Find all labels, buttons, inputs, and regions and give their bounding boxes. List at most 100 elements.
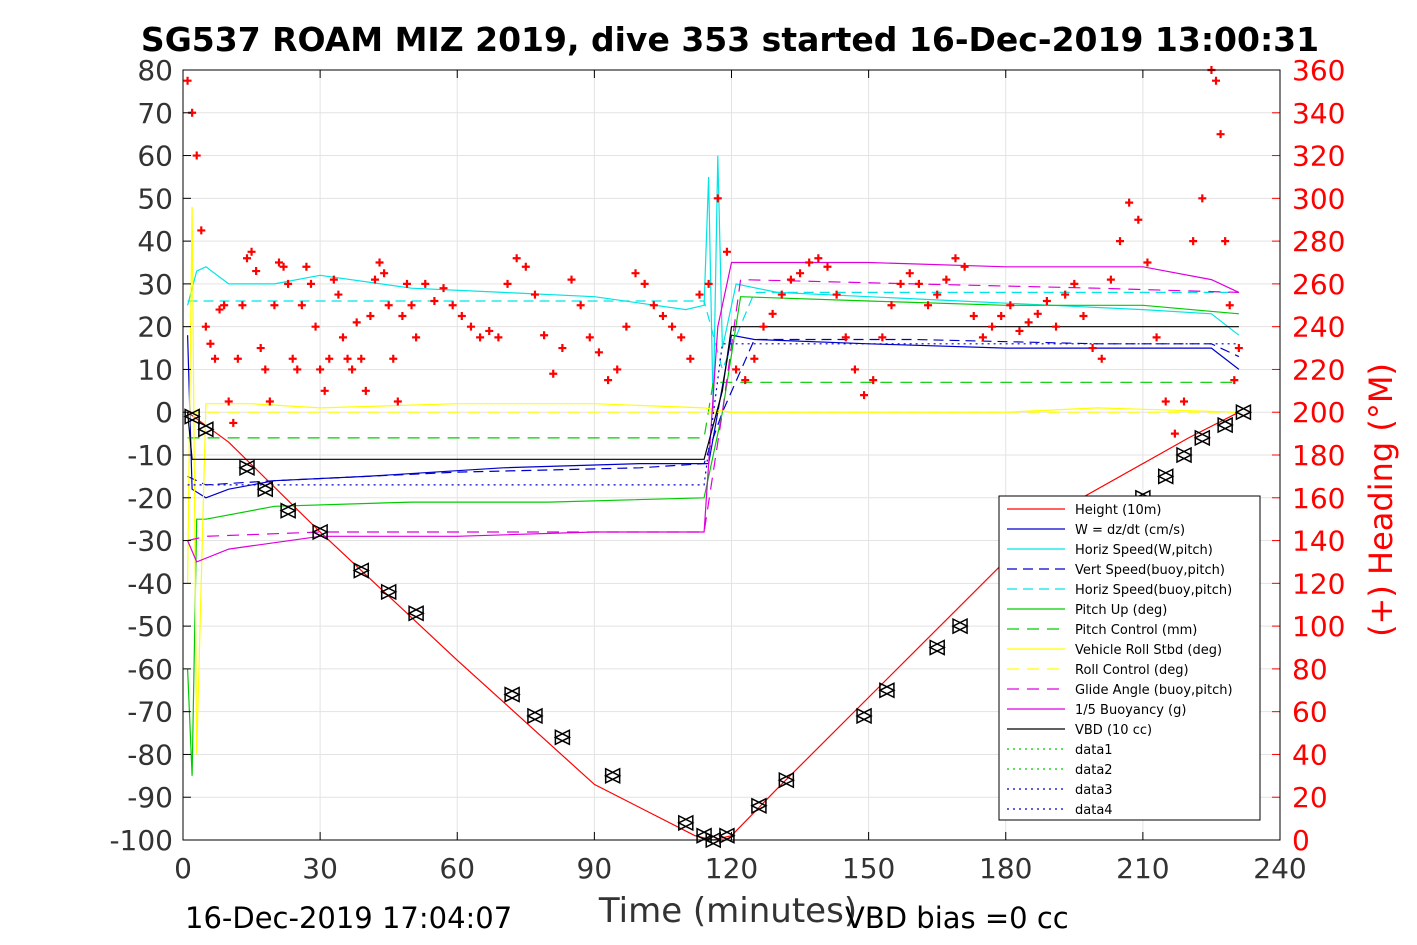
- heading-point: [914, 279, 923, 288]
- y2-axis-label: (+) Heading (°M): [1362, 363, 1400, 637]
- heading-point: [494, 333, 503, 342]
- heading-point: [476, 333, 485, 342]
- heading-point: [206, 339, 215, 348]
- heading-point: [988, 322, 997, 331]
- depth-marker: [855, 707, 872, 725]
- depth-marker: [678, 814, 695, 832]
- heading-point: [288, 354, 297, 363]
- heading-point: [270, 301, 279, 310]
- heading-point: [978, 333, 987, 342]
- heading-point: [302, 262, 311, 271]
- heading-point: [850, 365, 859, 374]
- depth-marker: [526, 707, 543, 725]
- heading-point: [805, 258, 814, 267]
- legend-entry-label: W = dz/dt (cm/s): [1075, 523, 1185, 538]
- depth-marker: [197, 421, 214, 438]
- y-tick-label: -90: [127, 781, 173, 814]
- depth-marker: [1193, 429, 1211, 447]
- legend-entry-label: Glide Angle (buoy,pitch): [1075, 683, 1233, 698]
- heading-point: [1024, 318, 1033, 327]
- heading-point: [823, 262, 832, 271]
- heading-point: [969, 311, 978, 320]
- heading-point: [860, 391, 869, 400]
- heading-point: [878, 333, 887, 342]
- heading-point: [997, 311, 1006, 320]
- depth-marker: [718, 827, 735, 844]
- depth-marker: [503, 686, 520, 703]
- depth-marker: [527, 707, 544, 725]
- series-line: [187, 278, 1239, 542]
- series-line: [187, 296, 1239, 776]
- heading-point: [1143, 258, 1152, 267]
- heading-point: [215, 305, 224, 314]
- depth-marker: [408, 605, 425, 622]
- heading-point: [320, 386, 329, 395]
- heading-point: [668, 322, 677, 331]
- heading-point: [759, 322, 768, 331]
- heading-point: [1180, 397, 1189, 406]
- y2-tick-label: 280: [1292, 225, 1345, 258]
- x-axis-label: Time (minutes): [598, 891, 857, 931]
- depth-marker: [1175, 446, 1192, 464]
- y2-tick-label: 260: [1292, 268, 1345, 301]
- heading-point: [430, 297, 439, 305]
- heading-point: [334, 290, 343, 299]
- heading-point: [768, 309, 777, 318]
- heading-point: [485, 326, 494, 335]
- depth-marker: [553, 729, 571, 746]
- y2-tick-label: 20: [1292, 781, 1328, 814]
- heading-point: [329, 275, 338, 284]
- heading-point: [297, 301, 306, 310]
- heading-point: [1230, 376, 1239, 385]
- heading-point: [1134, 215, 1143, 224]
- heading-point: [448, 301, 457, 310]
- depth-marker: [878, 682, 895, 699]
- heading-point: [284, 279, 293, 288]
- heading-point: [224, 397, 233, 406]
- y2-tick-label: 60: [1292, 696, 1328, 729]
- heading-point: [686, 354, 695, 363]
- heading-point: [887, 301, 896, 310]
- x-tick-label: 90: [577, 852, 613, 885]
- legend-entry-label: data2: [1075, 763, 1113, 778]
- heading-point: [375, 258, 384, 267]
- chart-legend: Height (10m) W = dz/dt (cm/s) Horiz Speed(…: [998, 495, 1261, 821]
- heading-point: [924, 301, 933, 310]
- legend-entry-label: Vehicle Roll Stbd (deg): [1075, 643, 1222, 658]
- x-tick-label: 150: [842, 852, 895, 885]
- depth-marker: [554, 729, 572, 746]
- heading-point: [1189, 237, 1198, 246]
- heading-point: [201, 322, 210, 331]
- depth-marker: [929, 639, 946, 656]
- heading-point: [576, 301, 585, 310]
- depth-marker: [256, 481, 274, 498]
- heading-point: [960, 262, 969, 271]
- heading-point: [352, 318, 361, 327]
- heading-point: [951, 254, 960, 263]
- legend-entry-label: VBD (10 cc): [1075, 723, 1152, 738]
- depth-marker: [1157, 468, 1174, 485]
- depth-marker: [238, 459, 255, 477]
- y-tick-label: 80: [137, 54, 173, 87]
- heading-point: [521, 262, 530, 271]
- legend-entry-label: Pitch Control (mm): [1075, 623, 1197, 638]
- depth-marker: [504, 686, 521, 703]
- heading-point: [1170, 429, 1179, 438]
- heading-point: [695, 290, 704, 299]
- y2-tick-label: 80: [1292, 653, 1328, 686]
- heading-point: [1221, 237, 1230, 246]
- heading-point: [512, 254, 521, 263]
- vbd-bias-footer: VBD bias =0 cc: [845, 901, 1069, 935]
- depth-marker: [183, 408, 200, 425]
- legend-entry-label: Horiz Speed(buoy,pitch): [1075, 583, 1232, 598]
- y-tick-label: 20: [137, 311, 173, 344]
- depth-marker: [1234, 404, 1252, 421]
- y2-tick-label: 160: [1292, 482, 1345, 515]
- heading-point: [869, 376, 878, 385]
- y-tick-label: 40: [137, 225, 173, 258]
- heading-point: [338, 333, 347, 342]
- x-tick-label: 30: [302, 852, 338, 885]
- y2-tick-label: 340: [1292, 97, 1345, 130]
